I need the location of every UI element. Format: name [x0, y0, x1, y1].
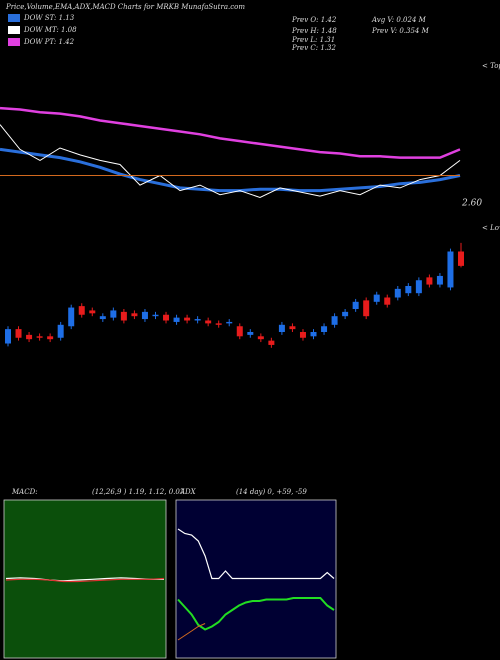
candle-body	[247, 332, 254, 335]
series-line	[0, 106, 461, 159]
stat-label: Prev H: 1.48	[291, 27, 337, 35]
chart-title: Price,Volume,EMA,ADX,MACD Charts for MRK…	[5, 3, 245, 11]
candle-body	[321, 326, 328, 332]
candle-body	[110, 310, 117, 318]
series-line	[177, 623, 206, 641]
candle-body	[173, 317, 180, 322]
candle-body	[384, 297, 391, 305]
stat-label: Prev C: 1.32	[291, 44, 336, 52]
candle-body	[415, 280, 422, 294]
series-line	[177, 597, 335, 631]
candle-body	[78, 306, 85, 315]
legend-label: DOW ST: 1.13	[23, 14, 75, 22]
stat-label: Prev V: 0.354 M	[371, 27, 430, 35]
candle-body	[99, 316, 106, 320]
legend-swatch	[8, 14, 20, 22]
panel-title: MACD:	[11, 488, 38, 496]
annotation: 2.60	[461, 199, 482, 209]
candle-body	[352, 301, 359, 309]
series-line	[5, 577, 164, 582]
candle-body	[120, 311, 127, 321]
candle-body	[47, 336, 54, 340]
stat-label: Prev L: 1.31	[291, 36, 335, 44]
candle-body	[131, 313, 138, 317]
series-line	[177, 528, 335, 580]
candle-body	[363, 300, 370, 317]
candle-body	[57, 324, 64, 338]
candle-body	[184, 317, 191, 321]
series-line	[0, 124, 461, 199]
candle-body	[163, 314, 170, 321]
candle-body	[152, 314, 159, 317]
candle-body	[342, 311, 349, 317]
series-line	[5, 577, 165, 583]
bottom-label: < Lows	[482, 224, 500, 232]
candle-body	[405, 286, 412, 294]
candle-body	[426, 277, 433, 285]
candle-body	[89, 310, 96, 314]
candle-body	[15, 329, 22, 338]
candle-body	[194, 319, 201, 321]
candle-body	[226, 321, 233, 324]
legend-label: DOW MT: 1.08	[23, 26, 77, 34]
candle-body	[394, 288, 401, 298]
legend-swatch	[8, 26, 20, 34]
candle-body	[215, 323, 222, 325]
candle-body	[447, 251, 454, 288]
candle-body	[299, 332, 306, 338]
legend-swatch	[8, 38, 20, 46]
series-line	[0, 147, 461, 193]
candle-body	[373, 294, 380, 302]
candle-body	[205, 320, 212, 324]
candle-body	[257, 336, 264, 340]
candle-body	[458, 251, 464, 266]
stat-label: Prev O: 1.42	[291, 16, 337, 24]
panel-subtitle: (14 day) 0, +59, -59	[236, 488, 307, 496]
legend-label: DOW PT: 1.42	[23, 38, 75, 46]
candle-body	[26, 334, 33, 340]
candle-body	[236, 326, 243, 337]
panel-title: ADX	[179, 488, 197, 496]
candle-body	[36, 336, 43, 338]
candle-body	[289, 326, 296, 330]
top-label: < Tops	[482, 62, 500, 70]
candle-body	[5, 329, 11, 344]
candle-body	[436, 275, 443, 285]
candle-body	[141, 311, 148, 320]
stat-label: Avg V: 0.024 M	[371, 16, 427, 24]
candle-body	[310, 332, 317, 337]
candle-body	[331, 316, 338, 325]
candle-body	[268, 340, 275, 345]
candle-body	[68, 307, 75, 327]
candle-body	[278, 324, 285, 332]
panel-subtitle: (12,26,9 ) 1.19, 1.12, 0.07	[92, 488, 185, 496]
